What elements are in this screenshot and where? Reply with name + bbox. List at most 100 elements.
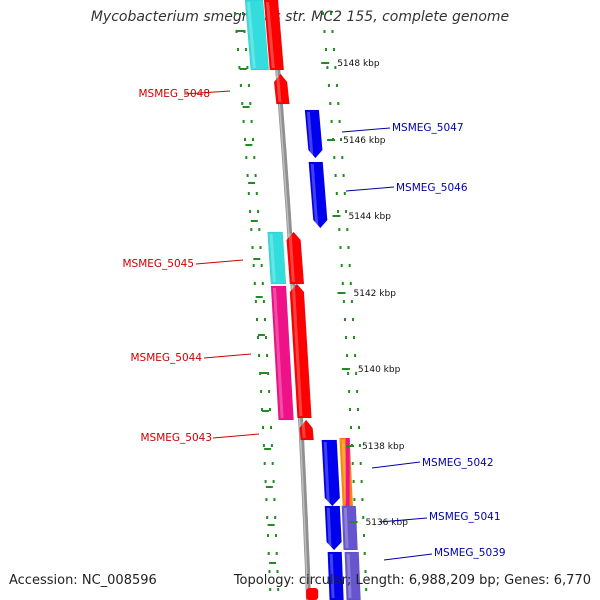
guide-dot bbox=[261, 408, 263, 411]
gene-msmeg-5043[interactable] bbox=[299, 419, 314, 441]
length-label: Length: bbox=[355, 573, 405, 588]
guide-dot bbox=[348, 264, 351, 267]
gene-label-right[interactable]: MSMEG_5041 bbox=[429, 511, 501, 523]
tick-mark bbox=[327, 139, 336, 141]
guide-dot bbox=[358, 444, 361, 447]
dotted-track-guides bbox=[234, 12, 368, 591]
leader-line bbox=[203, 353, 252, 359]
gene-label-right[interactable]: MSMEG_5046 bbox=[396, 182, 468, 194]
guide-dot bbox=[346, 228, 349, 231]
gene-msmeg-5047[interactable] bbox=[304, 109, 323, 159]
guide-dot bbox=[354, 354, 357, 357]
guide-dot bbox=[258, 354, 261, 357]
length-value: 6,988,209 bp bbox=[408, 573, 496, 588]
gene-top-red-shine bbox=[266, 2, 275, 68]
cog-msmeg-5039-shine bbox=[346, 554, 352, 598]
feature-layer[interactable] bbox=[244, 0, 361, 600]
cog-msmeg-5044[interactable] bbox=[270, 285, 294, 421]
guide-dot bbox=[338, 120, 341, 123]
gene-msmeg-5042[interactable] bbox=[321, 439, 341, 507]
guide-dot bbox=[250, 120, 253, 123]
guide-dot bbox=[363, 552, 366, 555]
guide-dot bbox=[265, 498, 268, 501]
label-layer: MSMEG_5048 MSMEG_5045 MSMEG_5044 MSMEG_5043… bbox=[122, 88, 506, 561]
guide-dash bbox=[250, 220, 258, 222]
guide-dot bbox=[346, 354, 349, 357]
genes-value: 6,770 bbox=[553, 573, 591, 588]
leader-line bbox=[345, 186, 395, 192]
guide-dash bbox=[245, 144, 253, 146]
gene-msmeg-5039[interactable] bbox=[327, 551, 344, 600]
guide-dot bbox=[364, 570, 367, 573]
cog-msmeg-5045[interactable] bbox=[267, 231, 287, 285]
guide-dot bbox=[357, 408, 359, 411]
topology-value: circular bbox=[298, 573, 347, 588]
guide-dot bbox=[273, 498, 276, 501]
guide-dot bbox=[342, 174, 345, 177]
gene-msmeg-5048[interactable] bbox=[273, 73, 290, 105]
genome-stats: Topology: circular; Length: 6,988,209 bp… bbox=[233, 573, 591, 588]
guide-dot bbox=[323, 30, 326, 33]
guide-dot bbox=[249, 102, 252, 105]
tick-label: 5148 kbp bbox=[337, 59, 380, 69]
leader-line bbox=[195, 259, 244, 265]
cog-msmeg-5041[interactable] bbox=[341, 505, 358, 551]
guide-dash bbox=[248, 182, 256, 184]
guide-dot bbox=[247, 192, 250, 195]
guide-dot bbox=[266, 354, 269, 357]
gene-label-left[interactable]: MSMEG_5045 bbox=[122, 258, 194, 270]
guide-dot bbox=[362, 516, 365, 519]
gene-msmeg-5046[interactable] bbox=[308, 161, 328, 229]
gene-label-right[interactable]: MSMEG_5042 bbox=[422, 457, 494, 469]
guide-dot bbox=[275, 534, 277, 537]
tick-mark bbox=[346, 445, 354, 447]
accession-label: Accession: bbox=[9, 573, 78, 588]
guide-dot bbox=[337, 102, 340, 105]
guide-dot bbox=[257, 336, 259, 339]
guide-dot bbox=[246, 66, 249, 69]
guide-dot bbox=[252, 264, 255, 267]
guide-dot bbox=[344, 318, 346, 321]
guide-dot bbox=[340, 138, 342, 141]
guide-dot bbox=[339, 246, 342, 249]
tick-label: 5146 kbp bbox=[343, 136, 386, 146]
guide-dot bbox=[249, 210, 252, 213]
guide-dot bbox=[353, 336, 355, 339]
cog-msmeg-5039[interactable] bbox=[344, 551, 361, 600]
guide-dot bbox=[274, 516, 277, 519]
guide-dot bbox=[340, 264, 343, 267]
guide-dot bbox=[265, 336, 267, 339]
guide-dot bbox=[266, 516, 269, 519]
leader-line bbox=[183, 90, 231, 95]
guide-dot bbox=[251, 246, 254, 249]
gene-label-left[interactable]: MSMEG_5043 bbox=[140, 432, 212, 444]
guide-dot bbox=[361, 498, 364, 501]
guide-dot bbox=[237, 48, 239, 51]
guide-dot bbox=[263, 462, 266, 465]
cog-top-cyan[interactable] bbox=[244, 0, 270, 71]
guide-dot bbox=[264, 480, 267, 483]
tick-label: 5136 kbp bbox=[366, 518, 409, 528]
guide-dot bbox=[264, 318, 266, 321]
gene-label-right[interactable]: MSMEG_5047 bbox=[392, 122, 464, 134]
gene-msmeg-5041[interactable] bbox=[324, 505, 342, 551]
guide-dash bbox=[242, 106, 250, 108]
gene-msmeg-5042-shine bbox=[323, 442, 330, 504]
tick-label: 5138 kbp bbox=[362, 442, 405, 452]
gene-bottom-red[interactable] bbox=[306, 588, 319, 600]
guide-dot bbox=[333, 48, 335, 51]
guide-dot bbox=[252, 138, 254, 141]
gene-label-left[interactable]: MSMEG_5048 bbox=[138, 88, 210, 100]
guide-dot bbox=[353, 498, 356, 501]
guide-dash bbox=[267, 524, 275, 526]
gene-top-red[interactable] bbox=[263, 0, 285, 71]
guide-dot bbox=[352, 318, 354, 321]
gene-label-right[interactable]: MSMEG_5039 bbox=[434, 547, 506, 559]
guide-dot bbox=[258, 228, 261, 231]
guide-dot bbox=[334, 174, 337, 177]
guide-dot bbox=[360, 480, 363, 483]
accession-info: Accession: NC_008596 bbox=[9, 573, 157, 588]
gene-msmeg-5044[interactable] bbox=[289, 283, 312, 419]
gene-label-left[interactable]: MSMEG_5044 bbox=[130, 352, 202, 364]
